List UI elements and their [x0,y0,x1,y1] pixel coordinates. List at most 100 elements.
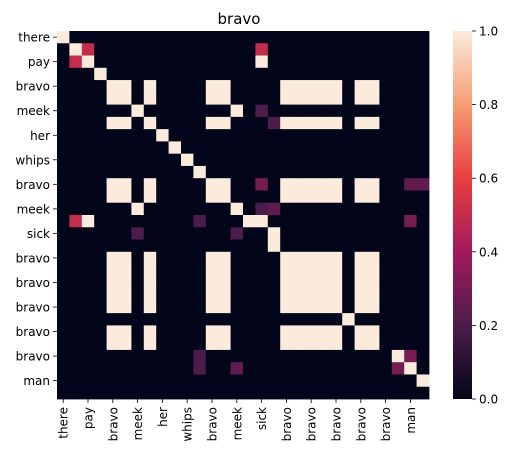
heatmap-cell [94,67,107,81]
heatmap-cell [205,349,219,363]
heatmap-cell [143,202,157,216]
heatmap-cell [119,31,132,44]
heatmap-cell [379,43,393,56]
heatmap-cell [230,362,244,375]
heatmap-cell [205,43,219,56]
heatmap-cell [218,202,231,216]
chart-title: bravo [218,10,261,28]
heatmap-cell [367,337,380,351]
heatmap-cell [342,362,355,375]
colorbar-tick-label: 1.0 [479,25,498,39]
heatmap-cell [218,80,231,93]
heatmap-cell [280,251,293,265]
heatmap-cell [181,202,194,216]
heatmap-cell [94,31,107,44]
heatmap-cell [57,337,70,351]
heatmap-cell [416,153,430,167]
heatmap-cell [255,178,269,191]
heatmap-cell [379,141,393,155]
heatmap-cell [131,92,145,105]
heatmap-cell [317,251,331,265]
heatmap-cell [168,251,182,265]
heatmap-cell [305,362,318,375]
heatmap-cell [69,67,83,81]
heatmap-cell [379,215,393,228]
heatmap-cell [69,55,83,69]
heatmap-cell [317,337,331,351]
heatmap-cell [69,141,83,155]
heatmap-cell [367,227,380,240]
heatmap-cell [317,116,331,130]
heatmap-cell [181,349,194,363]
heatmap-cell [156,251,169,265]
heatmap-cell [267,251,281,265]
heatmap-cell [255,215,269,228]
heatmap-cell [391,178,405,191]
heatmap-cell [367,67,380,81]
heatmap-cell [106,43,120,56]
heatmap-cell [255,313,269,326]
heatmap-cell [267,129,281,142]
heatmap-cell [181,165,194,179]
heatmap-cell [143,129,157,142]
heatmap-cell [168,43,182,56]
heatmap-cell [367,165,380,179]
heatmap-cell [416,67,430,81]
heatmap-cell [131,190,145,204]
heatmap-cell [416,264,430,277]
heatmap-cell [317,349,331,363]
heatmap-cell [379,374,393,388]
heatmap-cell [416,374,430,388]
heatmap-cell [280,43,293,56]
heatmap-cell [292,300,306,314]
heatmap-cell [69,80,83,93]
heatmap-cell [218,190,231,204]
heatmap-cell [218,251,231,265]
heatmap-cell [205,288,219,302]
heatmap-cell [391,251,405,265]
heatmap-cell [81,349,95,363]
heatmap-cell [81,300,95,314]
heatmap-cell [57,300,70,314]
heatmap-cell [168,104,182,118]
heatmap-cell [342,80,355,93]
heatmap-cell [181,92,194,105]
heatmap-cell [181,178,194,191]
heatmap-cell [193,264,207,277]
heatmap-cell [317,239,331,253]
heatmap-cell [305,313,318,326]
y-tick-label: bravo [16,276,50,290]
heatmap-cell [391,31,405,44]
y-tick-label: bravo [16,178,50,192]
heatmap-cell [329,337,343,351]
heatmap-cell [193,215,207,228]
heatmap-cell [329,165,343,179]
heatmap-cell [329,264,343,277]
heatmap-cell [404,325,417,339]
heatmap-cell [106,276,120,289]
heatmap-cell [205,55,219,69]
heatmap-cell [267,165,281,179]
heatmap-cell [119,386,132,400]
heatmap-cell [255,116,269,130]
heatmap-cell [131,129,145,142]
heatmap-cell [218,67,231,81]
heatmap-cell [243,300,256,314]
heatmap-cell [243,104,256,118]
heatmap-cell [342,325,355,339]
heatmap-cell [305,276,318,289]
heatmap-cell [119,104,132,118]
heatmap-cell [193,129,207,142]
heatmap-cell [181,325,194,339]
heatmap-cell [317,276,331,289]
heatmap-cell [81,202,95,216]
heatmap-cell [391,300,405,314]
heatmap-cell [354,251,368,265]
heatmap-cell [354,116,368,130]
heatmap-cell [255,55,269,69]
heatmap-cell [143,215,157,228]
heatmap-cell [292,202,306,216]
heatmap-cell [280,215,293,228]
heatmap-cell [255,67,269,81]
heatmap-cell [193,313,207,326]
